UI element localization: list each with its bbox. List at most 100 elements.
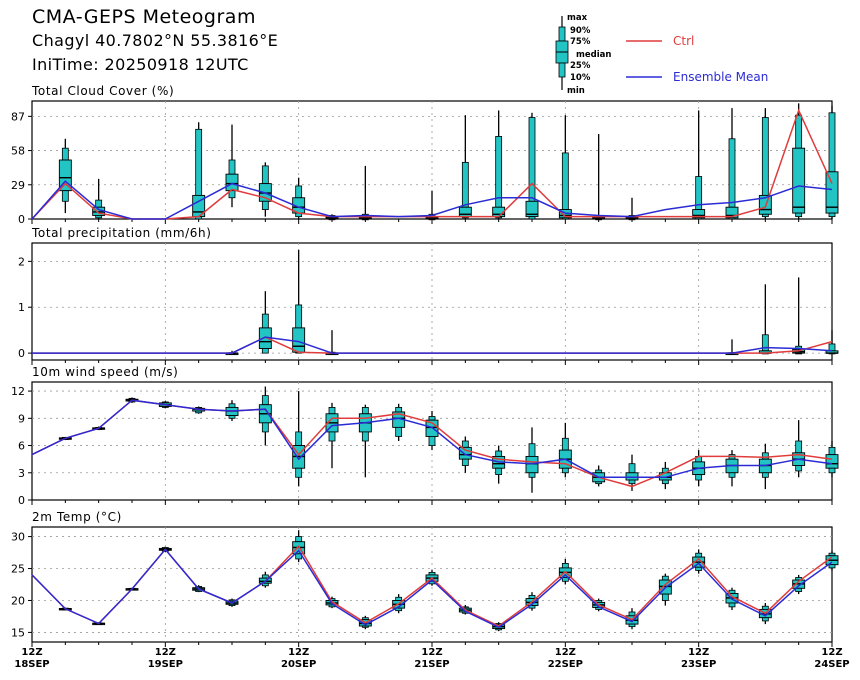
box-lower: [561, 467, 569, 474]
box-lower: [461, 458, 469, 466]
box-plot: [58, 138, 72, 214]
box-lower: [428, 218, 436, 221]
box-lower: [628, 623, 636, 628]
box-upper: [95, 199, 103, 208]
box-lower: [595, 481, 603, 485]
x-tick-label-date: 19SEP: [148, 659, 183, 670]
y-tick-label: 0: [18, 213, 25, 226]
box-lower: [728, 602, 736, 608]
mean-series-line: [31, 180, 833, 220]
box-lower: [261, 200, 269, 210]
box-lower: [95, 215, 103, 219]
box-upper: [395, 596, 403, 601]
box-lower: [661, 479, 669, 485]
box-upper: [261, 395, 269, 406]
box-plot: [558, 422, 572, 478]
box-upper: [495, 135, 503, 208]
box-lower: [795, 212, 803, 218]
legend-box-label: 10%: [570, 73, 591, 83]
box-main: [625, 472, 639, 481]
box-lower: [295, 467, 303, 478]
x-tick-label-time: 12Z: [21, 647, 42, 658]
box-lower: [428, 436, 436, 446]
box-plot: [758, 443, 772, 490]
panel: Total Cloud Cover (%) 0 29 58 87: [11, 84, 839, 226]
box-plot: [525, 112, 539, 220]
box-plot: [458, 115, 472, 219]
y-tick-label: 1: [18, 301, 25, 314]
x-tick-label-time: 12Z: [688, 647, 709, 658]
box-plot: [292, 249, 306, 354]
x-tick-label-time: 12Z: [155, 647, 176, 658]
legend-box-label: max: [567, 13, 588, 23]
panel-title: Total precipitation (mm/6h): [31, 226, 211, 240]
box-lower: [261, 582, 269, 587]
legend-box-label: 75%: [570, 37, 591, 47]
x-tick-label-time: 12Z: [421, 647, 442, 658]
box-upper: [695, 552, 703, 558]
y-tick-label: 29: [11, 179, 25, 192]
box-upper: [561, 563, 569, 569]
panel-frame: [31, 242, 833, 361]
box-lower: [628, 479, 636, 485]
box-main: [458, 206, 472, 218]
box-upper: [228, 159, 236, 175]
box-lower: [795, 587, 803, 592]
box-upper: [661, 575, 669, 581]
box-plot: [592, 134, 606, 221]
box-lower: [795, 352, 803, 355]
box-main: [292, 327, 306, 353]
box-plot: [792, 574, 806, 595]
y-tick-label: 30: [11, 531, 25, 544]
box-plot: [792, 420, 806, 478]
mean-series-line: [31, 399, 833, 479]
box-upper: [195, 128, 203, 196]
box-plot: [258, 386, 272, 446]
box-upper: [295, 185, 303, 199]
x-tick-label-time: 12Z: [821, 647, 842, 658]
box-lower: [228, 603, 236, 606]
box-upper: [295, 536, 303, 543]
panel-title: 10m wind speed (m/s): [32, 365, 178, 379]
box-upper: [295, 304, 303, 329]
y-tick-label: 3: [18, 467, 25, 480]
box-plot: [358, 404, 372, 478]
box-plot: [492, 110, 506, 219]
location-label: Chagyl 40.7802°N 55.3816°E: [32, 31, 279, 50]
mean-series-line: [31, 548, 833, 629]
box-lower: [761, 617, 769, 622]
box-upper: [228, 403, 236, 408]
box-upper: [461, 161, 469, 208]
x-tick-label-date: 21SEP: [414, 659, 449, 670]
y-tick-label: 6: [18, 440, 25, 453]
box-upper: [495, 450, 503, 457]
box-plot: [225, 124, 239, 208]
box-lower: [528, 472, 536, 478]
box-upper: [561, 152, 569, 210]
box-upper: [328, 407, 336, 415]
box-lower: [61, 190, 69, 202]
box-upper: [761, 452, 769, 460]
legend-box-upper: [558, 26, 566, 42]
box-plot: [825, 550, 839, 571]
legend-box-label: 90%: [570, 26, 591, 36]
y-tick-label: 20: [11, 594, 25, 607]
box-lower: [328, 431, 336, 442]
box-lower: [228, 190, 236, 199]
box-lower: [195, 410, 203, 414]
box-plot: [292, 391, 306, 487]
x-tick-label-time: 12Z: [288, 647, 309, 658]
box-plot: [358, 165, 372, 221]
box-lower: [695, 474, 703, 481]
box-lower: [761, 213, 769, 218]
legend-box-lower: [558, 62, 566, 78]
box-upper: [295, 431, 303, 446]
box-upper: [628, 611, 636, 617]
y-tick-label: 12: [11, 385, 25, 398]
box-plot: [258, 291, 272, 354]
y-tick-label: 9: [18, 412, 25, 425]
box-upper: [61, 147, 69, 161]
box-lower: [828, 564, 836, 569]
